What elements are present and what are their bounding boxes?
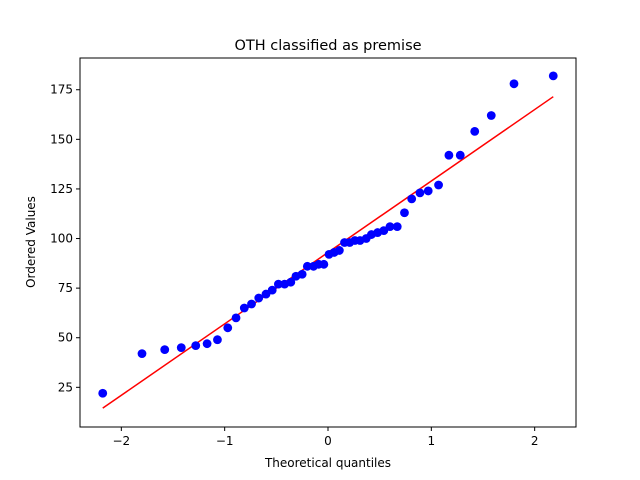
data-point (176, 343, 186, 353)
data-point (415, 188, 425, 198)
data-point (470, 127, 480, 136)
data-point (509, 79, 519, 89)
data-point (297, 269, 307, 279)
y-tick-label: 100 (50, 232, 73, 246)
data-point (247, 299, 256, 309)
y-axis-label: Ordered Values (24, 196, 38, 288)
y-tick-label: 150 (50, 132, 73, 146)
data-point (223, 323, 233, 333)
data-point (160, 345, 170, 355)
data-point (434, 180, 443, 190)
data-point (334, 246, 344, 255)
x-tick-label: 1 (428, 434, 436, 448)
data-point (202, 339, 212, 349)
data-point (274, 279, 283, 289)
y-tick-label: 75 (58, 281, 73, 295)
data-point (423, 186, 433, 196)
x-tick-label: −1 (216, 434, 234, 448)
y-tick-label: 50 (58, 331, 73, 345)
data-point (400, 208, 409, 218)
data-point (231, 313, 241, 323)
data-point (98, 388, 108, 398)
x-tick-label: 2 (531, 434, 539, 448)
x-tick-label: 0 (324, 434, 332, 448)
data-point (191, 341, 201, 351)
data-points-series (98, 71, 558, 398)
data-point (392, 222, 402, 232)
x-axis: −2 −1 0 1 2 (112, 427, 538, 448)
data-point (486, 111, 496, 120)
y-tick-label: 175 (50, 83, 73, 97)
data-point (455, 150, 465, 160)
x-axis-label: Theoretical quantiles (264, 456, 391, 470)
data-point (267, 285, 277, 295)
data-point (319, 259, 329, 269)
data-point (137, 349, 147, 358)
data-point (444, 150, 454, 160)
data-point (407, 194, 417, 204)
data-point (213, 335, 222, 345)
y-tick-label: 125 (50, 182, 73, 196)
data-point (302, 261, 312, 271)
y-tick-label: 25 (58, 380, 73, 394)
data-point (286, 277, 296, 287)
data-point (254, 293, 264, 303)
x-tick-label: −2 (112, 434, 130, 448)
y-axis: 25 50 75 100 125 150 175 (50, 83, 80, 394)
data-point (548, 71, 558, 81)
data-point (385, 222, 395, 232)
chart-title: OTH classified as premise (234, 38, 421, 54)
data-point (239, 303, 249, 313)
